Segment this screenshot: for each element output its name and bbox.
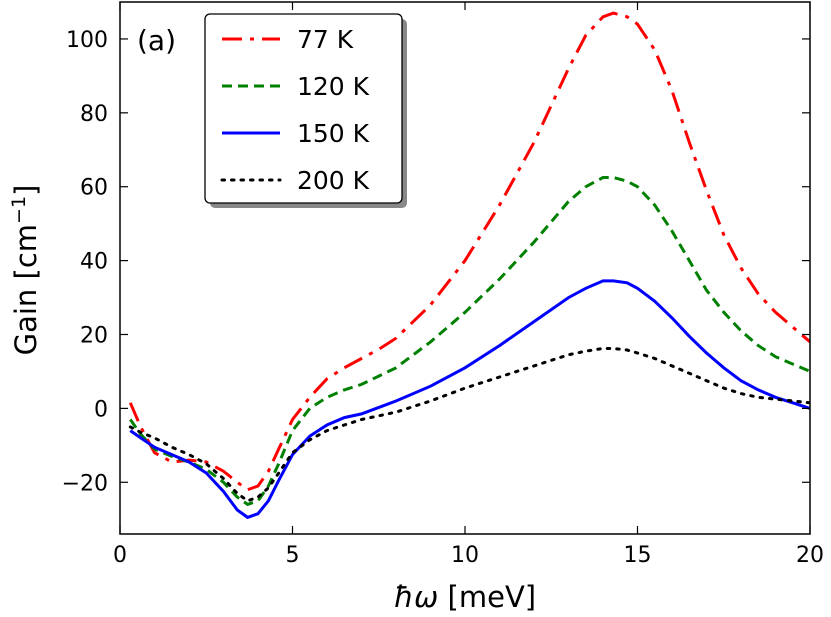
- x-tick-label: 15: [624, 543, 652, 568]
- legend-label: 77 K: [297, 25, 354, 54]
- y-tick-label: 100: [66, 28, 108, 53]
- x-tick-label: 0: [113, 543, 127, 568]
- series-line-120k: [129, 176, 810, 507]
- legend-label: 120 K: [297, 72, 370, 101]
- y-tick-label: 20: [80, 324, 108, 349]
- y-tick-label: 40: [80, 250, 108, 275]
- y-axis-label: Gain [cm−1]: [8, 185, 43, 356]
- x-axis-label: ħω [meV]: [394, 580, 536, 614]
- y-tick-label: −20: [62, 471, 108, 496]
- plot-frame: [119, 1, 811, 535]
- y-tick-label: 80: [80, 102, 108, 127]
- y-axis-superscript: −1: [8, 196, 30, 224]
- series-line-77k: [128, 11, 810, 492]
- x-tick-label: 20: [796, 543, 824, 568]
- x-axis-symbol: ħω: [394, 580, 438, 614]
- y-axis-close-bracket: ]: [9, 185, 43, 196]
- series-line-150k: [129, 279, 810, 520]
- legend-box: [204, 13, 403, 204]
- y-axis-text: Gain [cm: [9, 224, 43, 355]
- series-layer: [128, 11, 810, 520]
- x-axis-unit: [meV]: [438, 580, 536, 614]
- legend-label: 150 K: [297, 119, 370, 148]
- x-tick-label: 5: [286, 543, 300, 568]
- ticks-layer: 0 5 10 15 20 −20 0 20 40 60 80 100: [62, 2, 824, 568]
- y-tick-label: 0: [94, 397, 108, 422]
- x-tick-label: 10: [451, 543, 479, 568]
- legend: 77 K 120 K 150 K 200 K: [204, 13, 407, 208]
- legend-label: 200 K: [297, 166, 370, 195]
- panel-label: (a): [137, 24, 176, 57]
- y-tick-label: 60: [80, 176, 108, 201]
